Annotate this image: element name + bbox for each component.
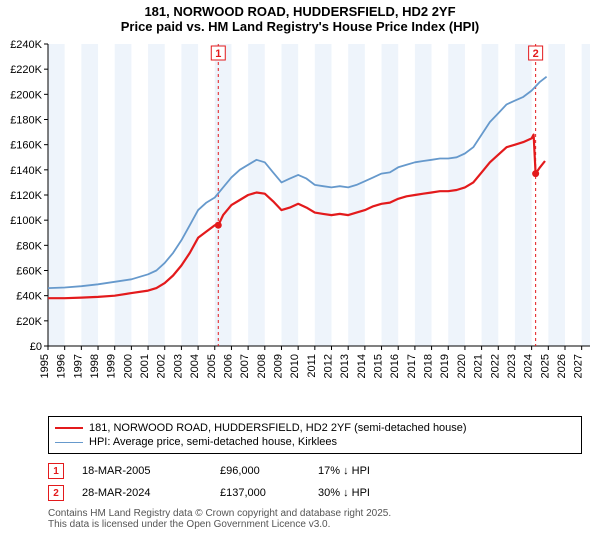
svg-text:2007: 2007 (239, 354, 251, 378)
svg-text:£220K: £220K (10, 64, 42, 76)
svg-text:£180K: £180K (10, 115, 42, 127)
svg-text:2016: 2016 (389, 354, 401, 378)
legend-row: HPI: Average price, semi-detached house,… (55, 435, 575, 449)
svg-text:1997: 1997 (72, 354, 84, 378)
svg-text:£0: £0 (30, 341, 42, 353)
transaction-price: £96,000 (220, 465, 300, 477)
svg-text:1995: 1995 (39, 354, 51, 378)
svg-text:2021: 2021 (473, 354, 485, 378)
transaction-marker: 2 (48, 485, 64, 501)
svg-text:£140K: £140K (10, 165, 42, 177)
footer-line2: This data is licensed under the Open Gov… (48, 519, 582, 530)
svg-text:2027: 2027 (573, 354, 585, 378)
svg-text:2017: 2017 (406, 354, 418, 378)
transaction-marker: 1 (48, 463, 64, 479)
svg-text:1: 1 (215, 48, 221, 60)
svg-text:£80K: £80K (16, 240, 42, 252)
transaction-diff: 30% ↓ HPI (318, 487, 428, 499)
svg-text:2009: 2009 (272, 354, 284, 378)
svg-text:1996: 1996 (56, 354, 68, 378)
svg-text:2013: 2013 (339, 354, 351, 378)
svg-text:£60K: £60K (16, 266, 42, 278)
footer: Contains HM Land Registry data © Crown c… (48, 508, 582, 530)
legend-swatch (55, 442, 83, 443)
svg-text:2004: 2004 (189, 354, 201, 378)
svg-text:2023: 2023 (506, 354, 518, 378)
legend: 181, NORWOOD ROAD, HUDDERSFIELD, HD2 2YF… (48, 416, 582, 454)
transactions-table: 1 18-MAR-2005 £96,000 17% ↓ HPI 2 28-MAR-2024… (48, 460, 582, 504)
svg-text:2010: 2010 (289, 354, 301, 378)
svg-text:2008: 2008 (256, 354, 268, 378)
svg-text:£20K: £20K (16, 316, 42, 328)
svg-text:2020: 2020 (456, 354, 468, 378)
svg-text:2: 2 (533, 48, 539, 60)
svg-text:2001: 2001 (139, 354, 151, 378)
svg-text:2005: 2005 (206, 354, 218, 378)
footer-line1: Contains HM Land Registry data © Crown c… (48, 508, 582, 519)
legend-row: 181, NORWOOD ROAD, HUDDERSFIELD, HD2 2YF… (55, 421, 575, 435)
svg-text:1999: 1999 (106, 354, 118, 378)
title-subtitle: Price paid vs. HM Land Registry's House … (0, 19, 600, 34)
svg-text:2019: 2019 (439, 354, 451, 378)
transaction-date: 28-MAR-2024 (82, 487, 202, 499)
svg-text:2003: 2003 (172, 354, 184, 378)
transaction-date: 18-MAR-2005 (82, 465, 202, 477)
svg-text:2011: 2011 (306, 354, 318, 378)
transaction-diff: 17% ↓ HPI (318, 465, 428, 477)
svg-text:£100K: £100K (10, 215, 42, 227)
svg-text:£160K: £160K (10, 140, 42, 152)
svg-text:2018: 2018 (423, 354, 435, 378)
svg-text:2015: 2015 (373, 354, 385, 378)
svg-text:2025: 2025 (539, 354, 551, 378)
svg-text:2012: 2012 (323, 354, 335, 378)
svg-text:2022: 2022 (489, 354, 501, 378)
title-address: 181, NORWOOD ROAD, HUDDERSFIELD, HD2 2YF (0, 4, 600, 19)
transaction-price: £137,000 (220, 487, 300, 499)
svg-text:2014: 2014 (356, 354, 368, 378)
svg-text:1998: 1998 (89, 354, 101, 378)
svg-text:2024: 2024 (523, 354, 535, 378)
legend-label: 181, NORWOOD ROAD, HUDDERSFIELD, HD2 2YF… (89, 422, 467, 434)
svg-text:2006: 2006 (222, 354, 234, 378)
svg-text:£240K: £240K (10, 39, 42, 51)
chart-container: 181, NORWOOD ROAD, HUDDERSFIELD, HD2 2YF… (0, 0, 600, 530)
svg-text:2002: 2002 (156, 354, 168, 378)
svg-text:2000: 2000 (122, 354, 134, 378)
transaction-row: 1 18-MAR-2005 £96,000 17% ↓ HPI (48, 460, 582, 482)
transaction-row: 2 28-MAR-2024 £137,000 30% ↓ HPI (48, 482, 582, 504)
legend-label: HPI: Average price, semi-detached house,… (89, 436, 337, 448)
title-block: 181, NORWOOD ROAD, HUDDERSFIELD, HD2 2YF… (0, 0, 600, 36)
chart-svg: £0 £20K £40K £60K £80K £100K £120K £140K £160K £1… (0, 36, 600, 416)
legend-swatch (55, 427, 83, 429)
svg-text:2026: 2026 (556, 354, 568, 378)
chart-area: £0 £20K £40K £60K £80K £100K £120K £140K £160K £1… (0, 36, 600, 416)
svg-text:£120K: £120K (10, 190, 42, 202)
svg-text:£200K: £200K (10, 89, 42, 101)
svg-text:£40K: £40K (16, 291, 42, 303)
